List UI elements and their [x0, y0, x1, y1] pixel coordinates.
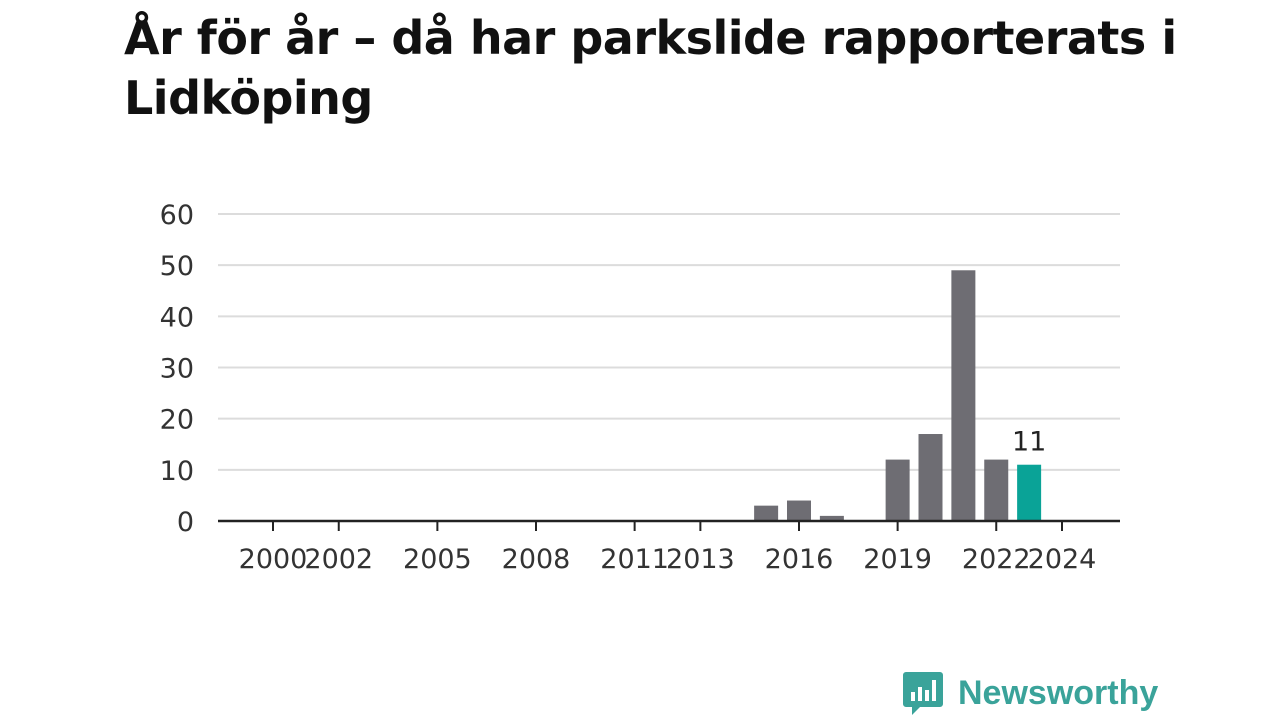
x-tick-label: 2019	[863, 544, 932, 575]
bars	[754, 270, 1042, 521]
x-tick-label: 2008	[502, 544, 571, 575]
x-tick-label: 2000	[239, 544, 308, 575]
data-labels: 11	[1012, 427, 1046, 458]
x-tick-label: 2016	[765, 544, 834, 575]
y-tick-label: 10	[160, 456, 194, 487]
y-tick-label: 50	[160, 251, 194, 282]
chart-title: År för år – då har parkslide rapporterat…	[124, 11, 1177, 125]
y-tick-label: 0	[177, 507, 194, 538]
bar	[754, 505, 779, 521]
x-tick-label: 2022	[962, 544, 1031, 575]
y-tick-label: 40	[160, 302, 194, 333]
gridlines	[218, 213, 1120, 471]
bar	[984, 459, 1009, 521]
bar	[951, 270, 976, 521]
newsworthy-logo: Newsworthy	[902, 670, 1158, 716]
newsworthy-chat-bars-icon	[903, 672, 943, 715]
x-tick-label: 2002	[304, 544, 373, 575]
brand-name: Newsworthy	[958, 673, 1159, 712]
x-tick-label: 2024	[1028, 544, 1097, 575]
x-tick-label: 2013	[666, 544, 735, 575]
y-tick-label: 30	[160, 354, 194, 385]
y-tick-label: 20	[160, 405, 194, 436]
bar	[787, 500, 811, 521]
x-tick-label: 2011	[600, 544, 669, 575]
data-label: 11	[1012, 427, 1046, 458]
bar	[819, 515, 844, 521]
bar	[1017, 464, 1042, 521]
bar	[885, 459, 910, 521]
x-tick-label: 2005	[403, 544, 472, 575]
y-axis-ticks: 0 10 20 30 40 50 60	[160, 200, 194, 538]
y-tick-label: 60	[160, 200, 194, 231]
bar	[918, 434, 943, 521]
